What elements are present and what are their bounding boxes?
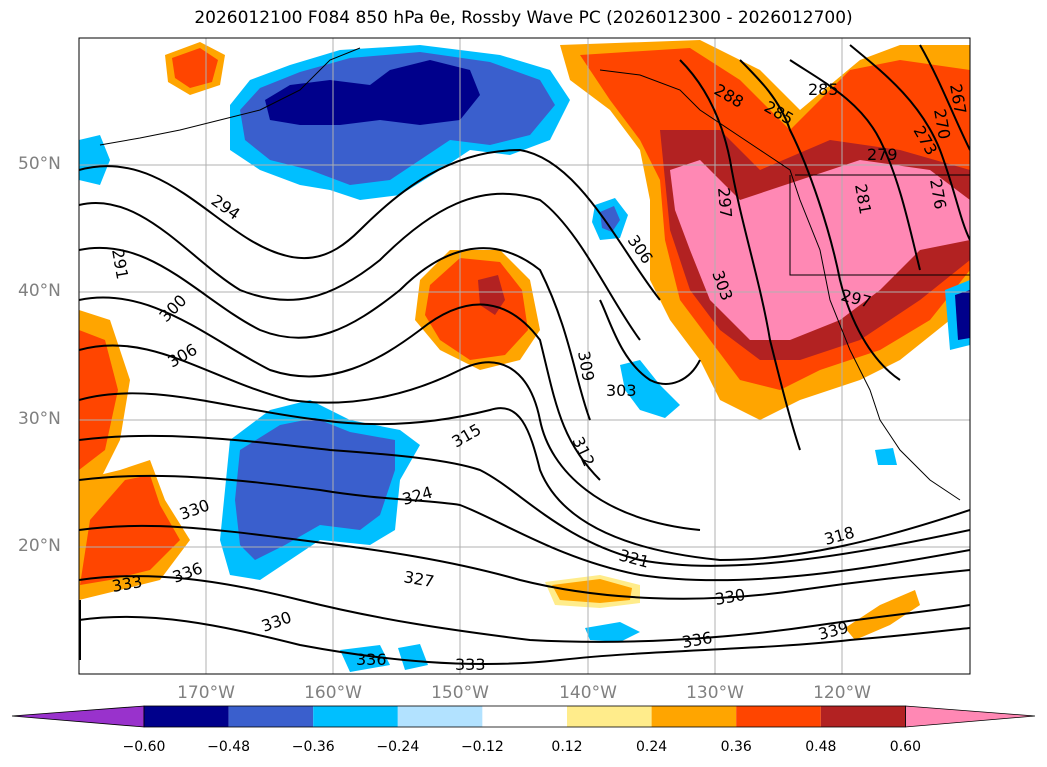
- colorbar-tick: 0.36: [720, 739, 752, 755]
- graticule: [79, 38, 970, 674]
- colorbar-tick: 0.24: [636, 739, 668, 755]
- theta-e-contours: [79, 44, 970, 666]
- colorbar-segment: [736, 706, 821, 727]
- colorbar-tick: 0.12: [551, 739, 583, 755]
- map-panel: 291 294 300 306 315 330 324 333 336 330 …: [79, 38, 970, 674]
- colorbar-segment: [144, 706, 229, 727]
- colorbar-segment: [313, 706, 398, 727]
- lon-label-140w: 140°W: [559, 683, 617, 703]
- lon-label-170w: 170°W: [177, 683, 235, 703]
- contour-label: 336: [356, 650, 387, 669]
- map-frame: [78, 37, 971, 675]
- colorbar-tick: −0.36: [291, 739, 335, 755]
- colorbar-segment: [820, 706, 906, 727]
- lon-label-160w: 160°W: [304, 683, 362, 703]
- contour-label: 279: [867, 145, 898, 164]
- colorbar: [11, 705, 1036, 728]
- lat-label-20n: 20°N: [18, 536, 61, 556]
- plot-title: 2026012100 F084 850 hPa θe, Rossby Wave …: [194, 8, 853, 28]
- colorbar-tick: 0.48: [805, 739, 837, 755]
- contour-label: 333: [455, 655, 486, 674]
- lat-label-40n: 40°N: [18, 281, 61, 301]
- lon-label-130w: 130°W: [686, 683, 744, 703]
- contour-labels: 291 294 300 306 315 330 324 333 336 330 …: [108, 80, 970, 674]
- positive-anomaly-shading: [79, 40, 970, 640]
- colorbar-tick: −0.24: [376, 739, 420, 755]
- contour-label: 285: [808, 80, 839, 99]
- colorbar-tick: −0.48: [207, 739, 251, 755]
- colorbar-tick: −0.12: [460, 739, 504, 755]
- colorbar-tick: −0.60: [122, 739, 166, 755]
- colorbar-segment: [228, 706, 314, 727]
- colorbar-tick: 0.60: [889, 739, 921, 755]
- lat-label-50n: 50°N: [18, 154, 61, 174]
- colorbar-segment: [651, 706, 737, 727]
- colorbar-segment: [397, 706, 483, 727]
- lon-label-120w: 120°W: [813, 683, 871, 703]
- lat-label-30n: 30°N: [18, 409, 61, 429]
- colorbar-extend-high: [905, 705, 1036, 728]
- contour-label: 303: [606, 381, 637, 400]
- contour-label: 297: [714, 187, 736, 219]
- colorbar-segment: [567, 706, 652, 727]
- colorbar-segment: [482, 706, 567, 727]
- contour-label: 267: [946, 82, 970, 115]
- lon-label-150w: 150°W: [431, 683, 489, 703]
- coastlines: [99, 47, 970, 501]
- colorbar-extend-low: [11, 705, 145, 728]
